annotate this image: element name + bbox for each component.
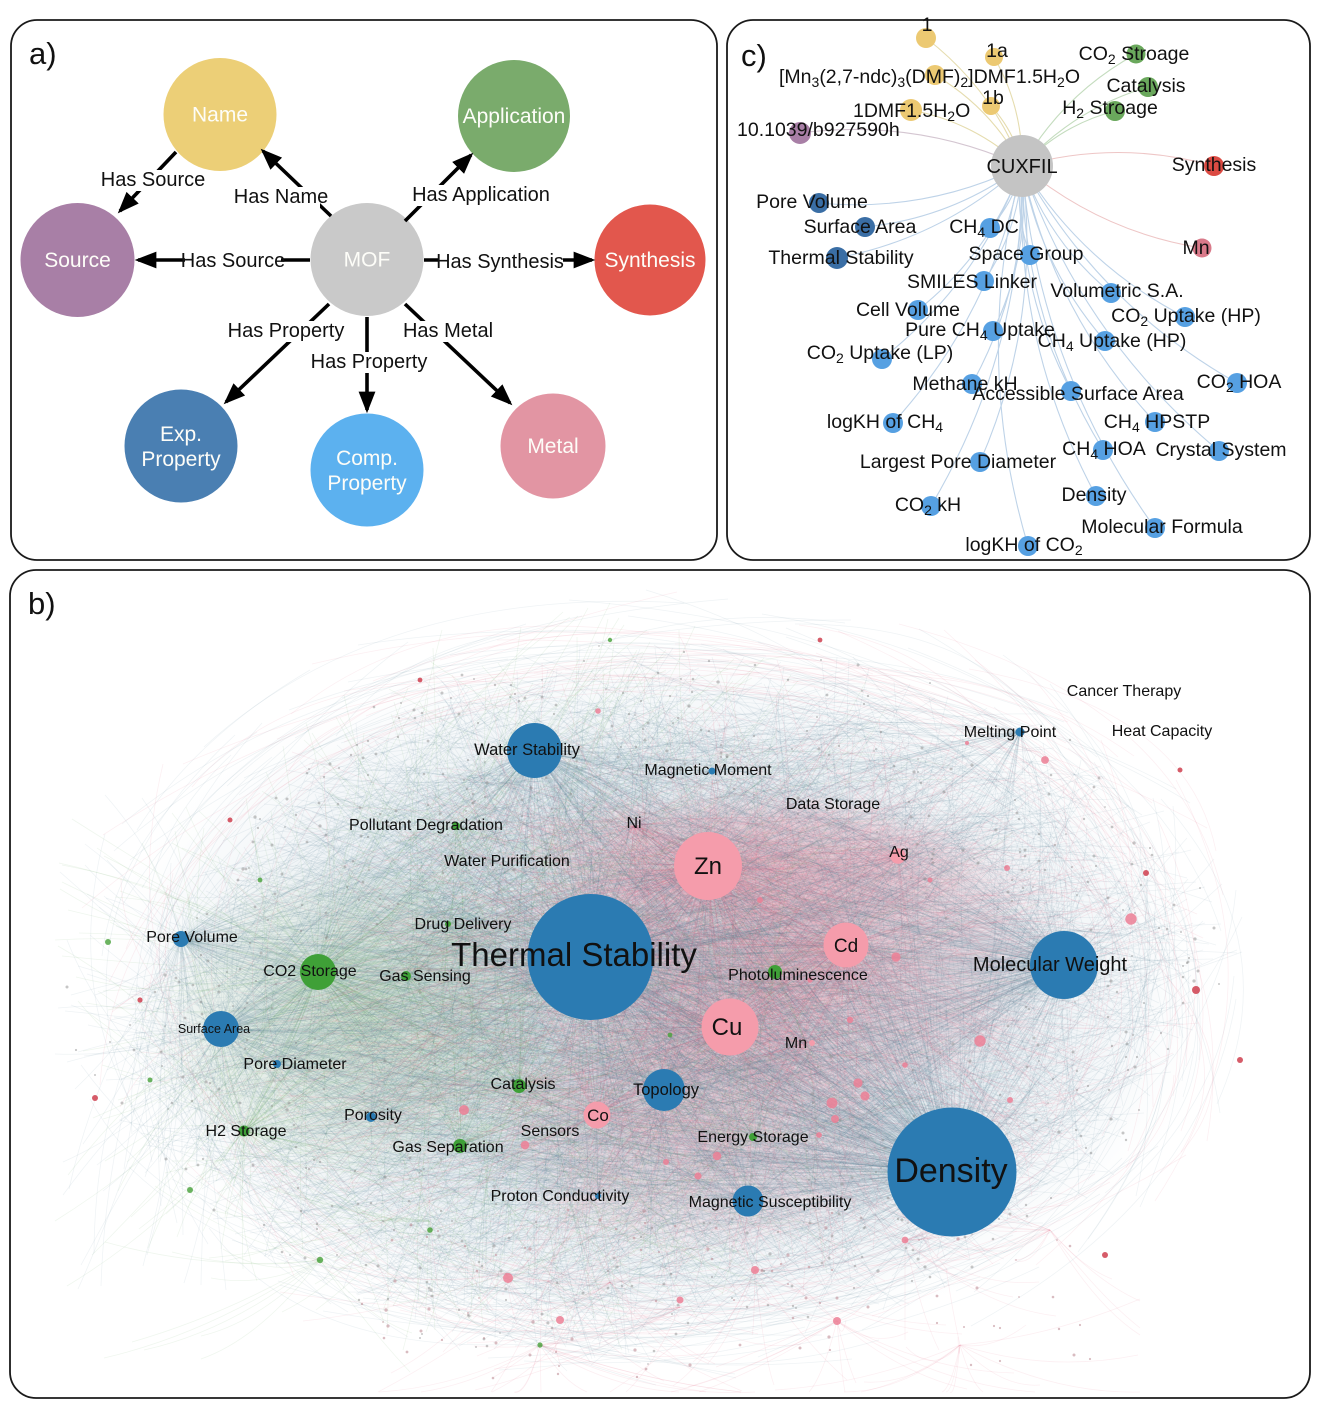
svg-text:Crystal System: Crystal System xyxy=(1155,439,1286,461)
svg-text:Surface Area: Surface Area xyxy=(804,216,917,238)
svg-text:Has Metal: Has Metal xyxy=(403,320,493,342)
svg-text:Surface Area: Surface Area xyxy=(178,1022,250,1036)
svg-text:Comp.: Comp. xyxy=(336,447,398,470)
svg-text:Sensors: Sensors xyxy=(521,1123,580,1140)
svg-text:Methane kH: Methane kH xyxy=(912,373,1017,395)
svg-text:CO2 Uptake (HP): CO2 Uptake (HP) xyxy=(1111,305,1261,329)
svg-text:1: 1 xyxy=(922,14,933,36)
svg-text:CH4 DC: CH4 DC xyxy=(949,216,1019,240)
svg-text:Melting Point: Melting Point xyxy=(964,724,1057,741)
svg-text:Mn: Mn xyxy=(1182,237,1209,259)
svg-text:CH4 HPSTP: CH4 HPSTP xyxy=(1104,411,1210,435)
svg-text:10.1039/b927590h: 10.1039/b927590h xyxy=(737,119,900,141)
svg-text:H2 Stroage: H2 Stroage xyxy=(1062,97,1158,121)
svg-text:Heat Capacity: Heat Capacity xyxy=(1112,723,1213,740)
svg-text:Ni: Ni xyxy=(626,815,641,832)
svg-text:Water Purification: Water Purification xyxy=(444,853,570,870)
svg-text:MOF: MOF xyxy=(344,249,391,272)
svg-text:Largest Pore Diameter: Largest Pore Diameter xyxy=(860,451,1057,473)
svg-text:CH4 HOA: CH4 HOA xyxy=(1062,438,1146,462)
svg-text:Has Source: Has Source xyxy=(101,169,206,191)
svg-text:Thermal Stability: Thermal Stability xyxy=(768,247,913,269)
svg-text:Pollutant Degradation: Pollutant Degradation xyxy=(349,817,503,834)
svg-text:SMILES Linker: SMILES Linker xyxy=(907,271,1038,293)
svg-text:Catalysis: Catalysis xyxy=(1106,75,1185,97)
svg-text:Density: Density xyxy=(1061,484,1126,506)
svg-text:c): c) xyxy=(741,38,767,73)
svg-text:Cu: Cu xyxy=(712,1014,743,1041)
svg-text:Pore Volume: Pore Volume xyxy=(756,191,868,213)
svg-text:logKH of CO2: logKH of CO2 xyxy=(965,534,1082,558)
svg-text:Exp.: Exp. xyxy=(160,423,202,446)
svg-text:Cd: Cd xyxy=(834,936,858,957)
svg-text:Co: Co xyxy=(587,1106,609,1125)
svg-text:Cancer Therapy: Cancer Therapy xyxy=(1067,683,1181,700)
svg-text:CO2 Uptake (LP): CO2 Uptake (LP) xyxy=(807,342,954,366)
svg-text:CO2 Stroage: CO2 Stroage xyxy=(1079,43,1190,67)
svg-text:Name: Name xyxy=(192,104,248,127)
svg-text:Accessible Surface Area: Accessible Surface Area xyxy=(972,383,1184,405)
svg-text:Gas Sensing: Gas Sensing xyxy=(379,968,471,985)
svg-text:Pore Volume: Pore Volume xyxy=(146,929,238,946)
svg-text:Volumetric S.A.: Volumetric S.A. xyxy=(1050,280,1183,302)
svg-text:Source: Source xyxy=(44,249,111,272)
svg-text:Application: Application xyxy=(463,105,566,128)
svg-text:Thermal Stability: Thermal Stability xyxy=(451,936,697,973)
svg-text:Property: Property xyxy=(327,472,407,495)
svg-text:Zn: Zn xyxy=(694,853,722,880)
svg-text:1a: 1a xyxy=(986,40,1008,62)
svg-text:Has Source: Has Source xyxy=(181,250,286,272)
svg-text:Magnetic Susceptibility: Magnetic Susceptibility xyxy=(689,1194,852,1211)
svg-text:Metal: Metal xyxy=(527,435,578,458)
svg-text:CUXFIL: CUXFIL xyxy=(986,156,1057,178)
svg-text:Drug Delivery: Drug Delivery xyxy=(415,916,512,933)
svg-text:Synthesis: Synthesis xyxy=(604,249,695,272)
svg-text:Pure CH4 Uptake: Pure CH4 Uptake xyxy=(905,319,1055,343)
svg-text:Has Application: Has Application xyxy=(412,184,550,206)
svg-text:Has Name: Has Name xyxy=(234,186,328,208)
svg-text:Property: Property xyxy=(141,448,221,471)
svg-text:Porosity: Porosity xyxy=(344,1107,402,1124)
svg-text:Has Synthesis: Has Synthesis xyxy=(436,251,564,273)
svg-text:Pore Diameter: Pore Diameter xyxy=(243,1056,347,1073)
svg-text:Cell Volume: Cell Volume xyxy=(856,299,960,321)
svg-text:a): a) xyxy=(29,36,57,71)
svg-text:Magnetic Moment: Magnetic Moment xyxy=(644,762,772,779)
svg-text:Mn: Mn xyxy=(785,1035,807,1052)
svg-text:Ag: Ag xyxy=(889,844,909,861)
svg-text:[Mn3(2,7-ndc)3(DMF)2]DMF1.5H2O: [Mn3(2,7-ndc)3(DMF)2]DMF1.5H2O xyxy=(779,66,1080,90)
svg-text:Topology: Topology xyxy=(633,1081,700,1099)
svg-text:Data Storage: Data Storage xyxy=(786,796,880,813)
svg-text:CO2 HOA: CO2 HOA xyxy=(1197,371,1282,395)
svg-text:b): b) xyxy=(28,586,56,621)
svg-text:Synthesis: Synthesis xyxy=(1172,154,1257,176)
svg-text:Proton Conductivity: Proton Conductivity xyxy=(491,1188,630,1205)
svg-text:H2 Storage: H2 Storage xyxy=(206,1123,287,1140)
svg-text:Water Stability: Water Stability xyxy=(474,741,581,759)
svg-text:Energy Storage: Energy Storage xyxy=(697,1129,808,1146)
svg-text:Has Property: Has Property xyxy=(311,351,428,373)
svg-text:Photoluminescence: Photoluminescence xyxy=(728,967,868,984)
svg-text:Space Group: Space Group xyxy=(969,243,1084,265)
svg-text:Molecular Weight: Molecular Weight xyxy=(973,954,1128,976)
svg-text:Catalysis: Catalysis xyxy=(491,1076,556,1093)
svg-text:1b: 1b xyxy=(982,87,1004,109)
svg-text:logKH of CH4: logKH of CH4 xyxy=(827,411,943,435)
svg-text:CO2 Storage: CO2 Storage xyxy=(263,963,356,980)
svg-text:Has Property: Has Property xyxy=(228,320,345,342)
svg-text:Molecular Formula: Molecular Formula xyxy=(1081,516,1243,538)
svg-text:Gas Separation: Gas Separation xyxy=(392,1139,503,1156)
svg-text:Density: Density xyxy=(894,1152,1007,1190)
svg-text:CH4 Uptake (HP): CH4 Uptake (HP) xyxy=(1038,330,1187,354)
